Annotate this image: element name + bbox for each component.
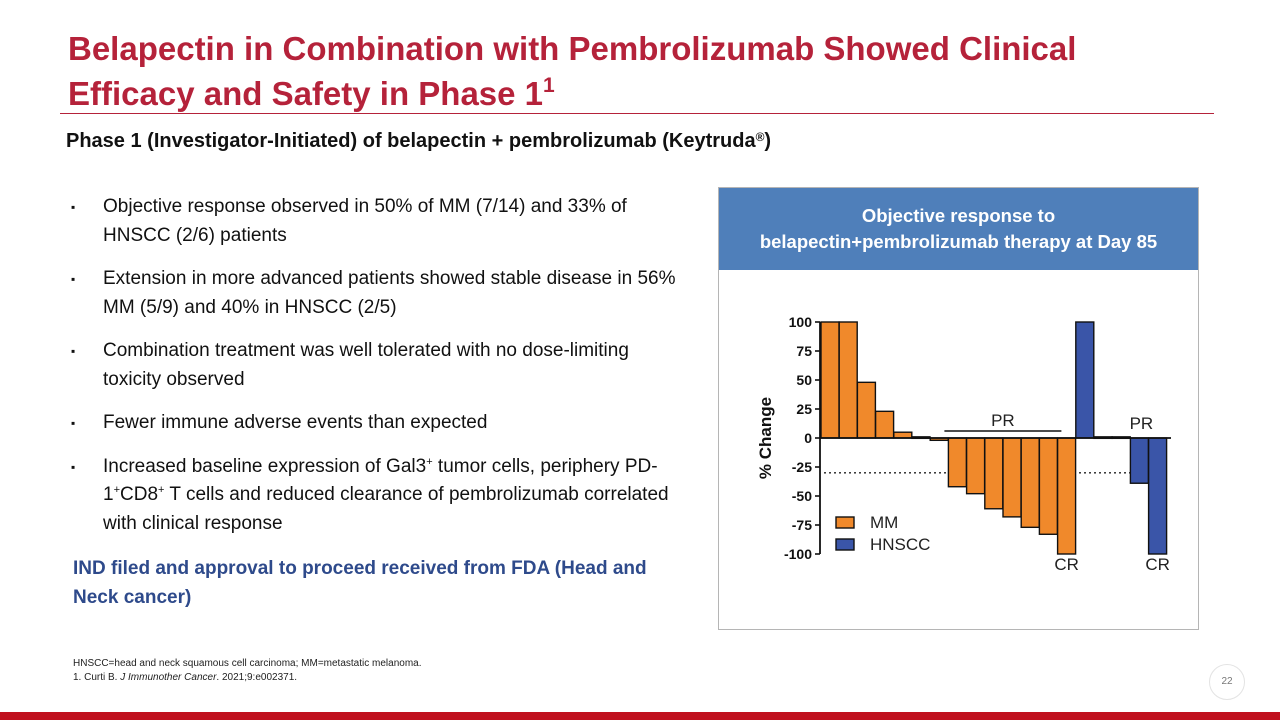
subtitle-registered-mark: ®: [755, 130, 765, 144]
reference-citation: . 2021;9:e002371.: [216, 672, 298, 683]
reference-author: 1. Curti B.: [73, 672, 121, 683]
bottom-accent-bar: [0, 712, 1280, 720]
superscript-plus: +: [158, 484, 165, 496]
bar-mm: [856, 381, 877, 439]
bullet-marker-icon: ▪: [71, 416, 76, 430]
y-tick-label: -25: [792, 459, 812, 475]
title-reference: 1: [543, 74, 555, 97]
slide-subtitle: Phase 1 (Investigator-Initiated) of bela…: [66, 130, 771, 153]
bullet-marker-icon: ▪: [71, 272, 76, 286]
footnote: HNSCC=head and neck squamous cell carcin…: [73, 657, 422, 685]
footnote-abbreviations: HNSCC=head and neck squamous cell carcin…: [73, 658, 422, 669]
pr-label: PR: [1130, 414, 1154, 433]
subtitle-text: Phase 1 (Investigator-Initiated) of bela…: [66, 130, 756, 152]
bullet-text: T cells and reduced clearance of pembrol…: [103, 484, 669, 534]
bullet-text: Increased baseline expression of Gal3: [103, 455, 427, 477]
bullet-list: ▪ Objective response observed in 50% of M…: [66, 193, 676, 553]
y-tick-label: 0: [804, 430, 812, 446]
bar-mm: [1056, 437, 1077, 555]
bullet-item: ▪ Increased baseline expression of Gal3+ …: [66, 453, 676, 539]
y-axis-title: % Change: [756, 397, 775, 479]
bar-mm: [1038, 437, 1059, 535]
chart-panel: Objective response to belapectin+pembrol…: [718, 187, 1199, 630]
page-number: 22: [1209, 664, 1245, 700]
bar-mm: [984, 437, 1004, 510]
bullet-marker-icon: ▪: [71, 459, 76, 474]
bullet-item: ▪ Combination treatment was well tolerate…: [66, 337, 676, 394]
bar-hnscc: [1129, 437, 1150, 484]
superscript-plus: +: [113, 484, 121, 496]
slide-title-text: Belapectin in Combination with Pembroliz…: [68, 30, 1077, 112]
y-tick-label: 25: [796, 401, 812, 417]
bar-mm: [874, 410, 895, 439]
cr-label: CR: [1054, 555, 1079, 574]
bullet-item: ▪ Extension in more advanced patients sho…: [66, 265, 676, 322]
y-tick-label: -75: [792, 517, 812, 533]
bar-hnscc: [1075, 321, 1095, 439]
y-tick-label: 100: [789, 314, 813, 330]
bullet-text: CD8: [120, 484, 159, 505]
bar-hnscc: [1147, 437, 1168, 555]
bar-mm: [1002, 437, 1022, 518]
waterfall-chart: 100 75 50 25 0 -25 -50 -75 -100 % Change PR CR PR CR M…: [756, 314, 1171, 574]
subtitle-close: ): [764, 130, 772, 152]
legend-label-mm: MM: [870, 513, 898, 532]
bullet-text: Combination treatment was well tolerated…: [103, 340, 629, 390]
bullet-text: Objective response observed in 50% of MM…: [103, 196, 627, 246]
bullet-marker-icon: ▪: [71, 344, 76, 358]
footnote-reference: 1. Curti B. J Immunother Cancer. 2021;9:…: [73, 671, 422, 685]
y-tick-label: -100: [784, 546, 812, 562]
bar-mm: [820, 321, 840, 439]
cr-label: CR: [1145, 555, 1170, 574]
superscript-plus: +: [426, 455, 433, 468]
slide-title: Belapectin in Combination with Pembroliz…: [68, 26, 1208, 116]
bullet-text: tumor cells, periphery PD-1: [103, 455, 658, 506]
bar-mm: [838, 321, 858, 439]
bullet-text: Extension in more advanced patients show…: [103, 268, 676, 318]
y-tick-label: -50: [792, 488, 812, 504]
bullet-marker-icon: ▪: [71, 200, 76, 214]
legend-swatch-hnscc: [835, 538, 855, 551]
y-tick-label: 50: [796, 372, 812, 388]
ind-statement: IND filed and approval to proceed receiv…: [73, 558, 647, 608]
bar-mm: [1020, 437, 1040, 529]
reference-journal: J Immunother Cancer: [120, 672, 217, 683]
legend-swatch-mm: [835, 516, 855, 529]
bullet-item: ▪ Objective response observed in 50% of M…: [66, 193, 676, 250]
legend-label-hnscc: HNSCC: [870, 535, 930, 554]
chart-title: Objective response to belapectin+pembrol…: [719, 188, 1198, 270]
chart-title-line2: belapectin+pembrolizumab therapy at Day …: [759, 231, 1158, 252]
pr-label: PR: [991, 411, 1015, 430]
title-divider: [60, 113, 1214, 114]
y-tick-label: 75: [796, 343, 812, 359]
bullet-item: ▪ Fewer immune adverse events than expect…: [66, 409, 676, 438]
bullet-text: Fewer immune adverse events than expecte…: [103, 412, 488, 433]
bar-mm: [965, 437, 986, 495]
bar-mm: [947, 437, 968, 488]
chart-title-line1: Objective response to: [861, 205, 1056, 226]
